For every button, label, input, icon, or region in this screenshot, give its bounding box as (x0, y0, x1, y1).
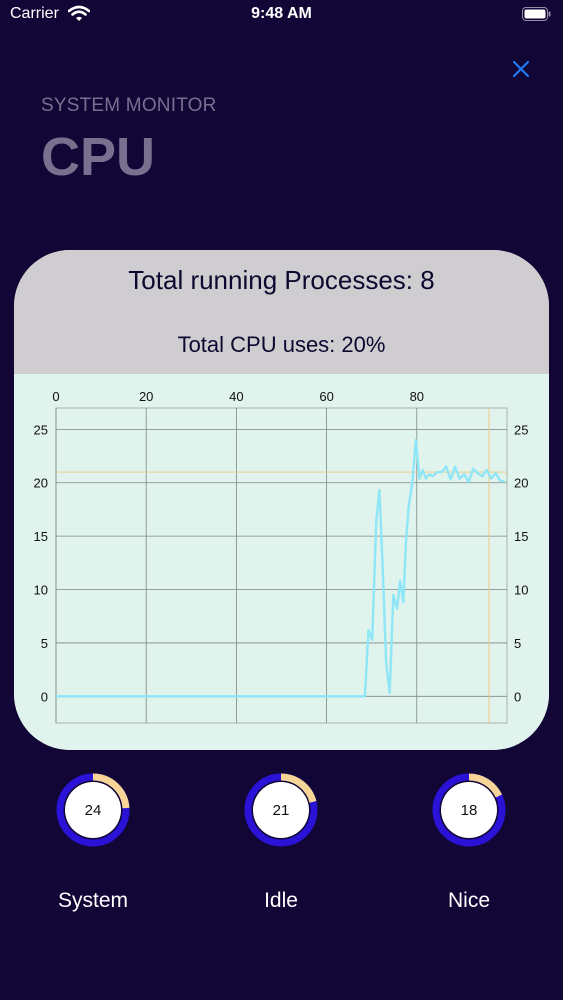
gauge-center (441, 782, 497, 838)
cpu-line-chart: 0 0 5 5 10 10 15 15 20 20 25 25 0 20 40 60 80 (14, 374, 549, 750)
battery-icon (522, 7, 551, 21)
close-button[interactable] (508, 56, 534, 82)
y-tick-label-left: 25 (34, 422, 48, 437)
gauge-idle: 21 (244, 773, 318, 847)
gauge-label-nice: Nice (447, 889, 490, 912)
status-time: 9:48 AM (251, 5, 312, 22)
y-tick-label-right: 20 (514, 476, 528, 491)
gauge-value: 18 (461, 802, 478, 819)
processes-count-text: Total running Processes: 8 (128, 265, 435, 295)
page-subtitle: SYSTEM MONITOR (41, 95, 217, 116)
wifi-icon (67, 5, 91, 27)
x-tick-label: 20 (139, 389, 153, 404)
y-tick-label-right: 0 (514, 689, 521, 704)
gauge-label-system: System (57, 889, 128, 912)
gauge-value: 24 (85, 802, 102, 819)
y-tick-label-right: 25 (514, 422, 528, 437)
gauge-system: 24 (56, 773, 130, 847)
x-tick-label: 60 (319, 389, 333, 404)
x-tick-label: 80 (410, 389, 424, 404)
chart-background (14, 374, 549, 750)
x-tick-label: 0 (52, 389, 59, 404)
x-tick-label: 40 (229, 389, 243, 404)
gauge-value: 21 (273, 802, 290, 819)
gauge-center (253, 782, 309, 838)
close-icon (512, 60, 530, 78)
y-tick-label-left: 20 (34, 476, 48, 491)
gauge-fill-arc (56, 773, 130, 847)
y-tick-label-right: 5 (514, 636, 521, 651)
gauge-nice: 18 (432, 773, 506, 847)
gauge-fill-arc (432, 773, 506, 847)
carrier-label: Carrier (10, 5, 59, 22)
y-tick-label-left: 10 (34, 583, 48, 598)
cpu-card: Total running Processes: 8 Total CPU use… (14, 250, 549, 750)
y-tick-label-left: 5 (41, 636, 48, 651)
gauge-center (65, 782, 121, 838)
gauge-fill-arc (244, 773, 318, 847)
cpu-usage-series-line (56, 438, 505, 698)
page-title: CPU (41, 127, 156, 187)
y-tick-label-right: 15 (514, 529, 528, 544)
card-header: Total running Processes: 8 Total CPU use… (14, 250, 549, 374)
y-tick-label-left: 0 (41, 689, 48, 704)
gauge-label-idle: Idle (264, 889, 298, 912)
cpu-usage-text: Total CPU uses: 20% (177, 332, 386, 357)
y-tick-label-right: 10 (514, 583, 528, 598)
y-tick-label-left: 15 (34, 529, 48, 544)
status-bar: Carrier 9:48 AM (0, 0, 563, 30)
